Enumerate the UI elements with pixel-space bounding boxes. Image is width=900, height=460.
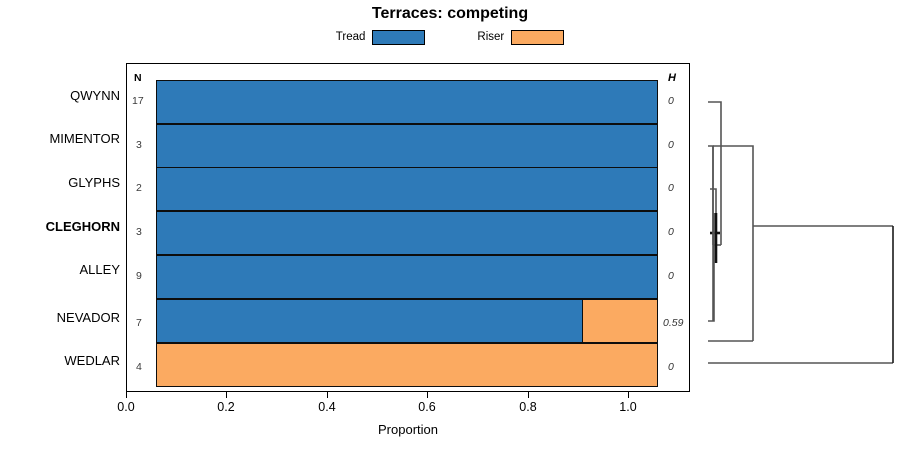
n-column-header: N bbox=[134, 72, 142, 84]
dendrogram-svg bbox=[708, 101, 894, 364]
table-row[interactable] bbox=[156, 343, 658, 387]
page-title: Terraces: competing bbox=[371, 5, 529, 22]
n-value-nevador: 7 bbox=[136, 317, 142, 329]
x-tick-label-5: 1.0 bbox=[619, 400, 637, 414]
n-value-mimentor: 3 bbox=[136, 139, 142, 151]
x-axis-title: Proportion bbox=[378, 422, 438, 437]
h-value-qwynn: 0 bbox=[668, 95, 674, 107]
n-value-cleghorn: 3 bbox=[136, 226, 142, 238]
x-tick-label-4: 0.8 bbox=[519, 400, 537, 414]
x-tick-0 bbox=[126, 392, 127, 398]
legend-item-tread[interactable]: Tread bbox=[335, 29, 426, 45]
table-row[interactable] bbox=[156, 299, 658, 343]
x-axis: 0.0 0.2 0.4 0.6 0.8 1.0 bbox=[117, 392, 690, 414]
dendro-branch-qwynn bbox=[708, 101, 722, 245]
x-tick-label-2: 0.4 bbox=[318, 400, 336, 414]
table-row[interactable] bbox=[156, 211, 658, 255]
bar-segment-tread-glyphs[interactable] bbox=[156, 167, 658, 211]
h-column-header: H bbox=[668, 72, 676, 84]
legend: Tread Riser bbox=[0, 27, 900, 47]
h-value-mimentor: 0 bbox=[668, 139, 674, 151]
category-label-alley: ALLEY bbox=[79, 262, 120, 277]
h-value-glyphs: 0 bbox=[668, 182, 674, 194]
x-tick-label-1: 0.2 bbox=[217, 400, 235, 414]
bar-segment-riser-wedlar[interactable] bbox=[156, 343, 658, 387]
table-row[interactable] bbox=[156, 124, 658, 168]
category-label-mimentor: MIMENTOR bbox=[49, 131, 120, 146]
dendro-branch-upper-cluster bbox=[713, 145, 754, 341]
n-value-qwynn: 17 bbox=[132, 95, 144, 107]
legend-label-riser: Riser bbox=[477, 31, 505, 43]
bar-segment-tread-nevador[interactable] bbox=[156, 299, 584, 343]
legend-swatch-riser bbox=[511, 29, 565, 45]
bar-segment-tread-cleghorn[interactable] bbox=[156, 211, 658, 255]
n-value-alley: 9 bbox=[136, 270, 142, 282]
h-value-cleghorn: 0 bbox=[668, 226, 674, 238]
legend-label-tread: Tread bbox=[335, 31, 366, 43]
x-tick-4 bbox=[528, 392, 529, 398]
category-label-nevador: NEVADOR bbox=[56, 310, 120, 325]
category-label-qwynn: QWYNN bbox=[70, 88, 120, 103]
table-row[interactable] bbox=[156, 80, 658, 124]
bar-segment-tread-mimentor[interactable] bbox=[156, 124, 658, 168]
x-tick-5 bbox=[628, 392, 629, 398]
h-value-nevador: 0.59 bbox=[663, 317, 684, 329]
legend-item-riser[interactable]: Riser bbox=[477, 29, 565, 45]
category-axis-labels: QWYNN MIMENTOR GLYPHS CLEGHORN ALLEY NEV… bbox=[0, 0, 120, 460]
x-tick-label-0: 0.0 bbox=[117, 400, 135, 414]
x-tick-2 bbox=[327, 392, 328, 398]
table-row[interactable] bbox=[156, 255, 658, 299]
bar-segment-riser-nevador[interactable] bbox=[582, 299, 658, 343]
bar-segment-tread-qwynn[interactable] bbox=[156, 80, 658, 124]
dendro-branch-alley bbox=[708, 213, 715, 322]
h-value-alley: 0 bbox=[668, 270, 674, 282]
x-tick-label-3: 0.6 bbox=[418, 400, 436, 414]
n-value-wedlar: 4 bbox=[136, 361, 142, 373]
legend-swatch-tread bbox=[372, 29, 426, 45]
category-label-glyphs: GLYPHS bbox=[68, 175, 120, 190]
bar-segment-tread-alley[interactable] bbox=[156, 255, 658, 299]
x-tick-3 bbox=[427, 392, 428, 398]
table-row[interactable] bbox=[156, 167, 658, 211]
h-value-wedlar: 0 bbox=[668, 361, 674, 373]
n-value-glyphs: 2 bbox=[136, 182, 142, 194]
x-tick-1 bbox=[226, 392, 227, 398]
category-label-wedlar: WEDLAR bbox=[64, 353, 120, 368]
category-label-cleghorn: CLEGHORN bbox=[45, 219, 120, 234]
dendrogram bbox=[700, 63, 900, 392]
